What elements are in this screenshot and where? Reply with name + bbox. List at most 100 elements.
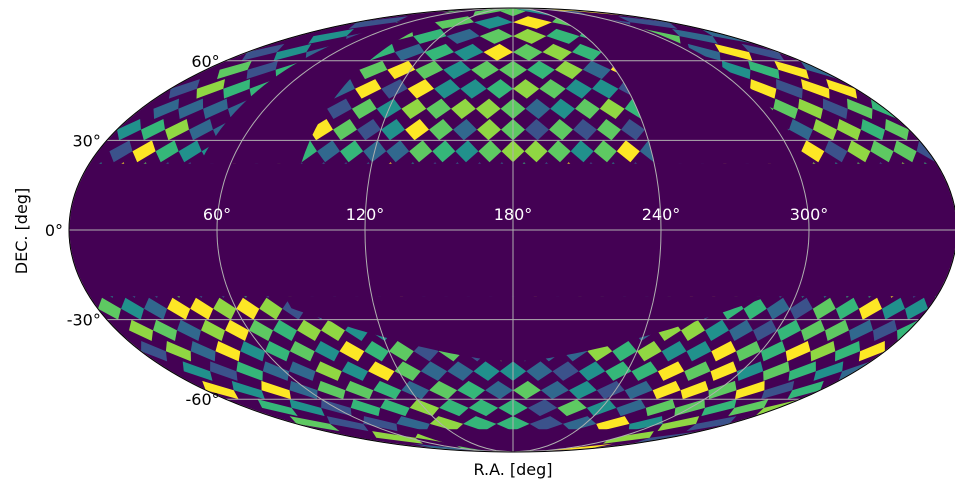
healpix-tile bbox=[328, 79, 355, 99]
healpix-tile bbox=[602, 431, 654, 444]
healpix-tile bbox=[813, 119, 837, 141]
healpix-tile bbox=[144, 297, 168, 320]
healpix-tile bbox=[158, 207, 181, 230]
healpix-tile bbox=[750, 275, 773, 298]
healpix-tile bbox=[136, 207, 159, 230]
healpix-tile bbox=[247, 207, 270, 230]
healpix-tile bbox=[119, 252, 142, 276]
ra-tick-120: 120° bbox=[346, 205, 385, 224]
healpix-tile bbox=[91, 207, 114, 230]
healpix-tile bbox=[669, 119, 693, 141]
healpix-tile bbox=[878, 230, 901, 253]
healpix-tile bbox=[801, 79, 830, 99]
healpix-tile bbox=[559, 297, 583, 320]
healpix-tile bbox=[102, 230, 125, 253]
healpix-tile bbox=[645, 119, 669, 141]
healpix-tile bbox=[289, 341, 315, 362]
healpix-tile bbox=[386, 140, 410, 163]
healpix-tile bbox=[634, 230, 658, 253]
healpix-tile bbox=[451, 98, 476, 119]
healpix-tile bbox=[637, 275, 660, 298]
healpix-tile bbox=[546, 28, 580, 44]
healpix-tile bbox=[728, 399, 769, 417]
healpix-tile bbox=[457, 380, 486, 400]
healpix-tile bbox=[524, 275, 547, 298]
healpix-tile bbox=[394, 361, 421, 381]
healpix-tile bbox=[570, 140, 594, 163]
healpix-tile bbox=[643, 28, 681, 44]
healpix-tile bbox=[423, 184, 446, 208]
healpix-tile bbox=[562, 416, 597, 432]
healpix-tile bbox=[756, 207, 779, 230]
healpix-tile bbox=[834, 230, 857, 253]
healpix-tile bbox=[623, 207, 646, 230]
healpix-tile bbox=[357, 119, 381, 141]
healpix-tile bbox=[680, 380, 709, 400]
healpix-tile bbox=[190, 297, 214, 320]
healpix-tile bbox=[593, 140, 617, 163]
healpix-tile bbox=[453, 443, 513, 452]
healpix-tile bbox=[845, 207, 868, 230]
healpix-tile bbox=[475, 98, 501, 119]
healpix-tile bbox=[714, 43, 753, 61]
healpix-tile bbox=[856, 230, 879, 253]
healpix-tile bbox=[697, 297, 721, 320]
healpix-tile bbox=[297, 319, 321, 341]
healpix-tile bbox=[513, 79, 540, 99]
healpix-tile bbox=[326, 416, 369, 432]
healpix-tile bbox=[835, 297, 859, 320]
healpix-tile bbox=[381, 119, 405, 141]
healpix-tile bbox=[753, 319, 777, 341]
healpix-tile bbox=[429, 119, 453, 141]
healpix-tile bbox=[612, 28, 647, 44]
healpix-tile bbox=[313, 207, 336, 230]
healpix-tile bbox=[299, 252, 322, 276]
healpix-tile bbox=[273, 43, 312, 61]
healpix-tile bbox=[372, 431, 424, 444]
healpix-tile bbox=[798, 98, 823, 119]
healpix-tile bbox=[571, 431, 611, 444]
healpix-tile bbox=[141, 252, 165, 276]
healpix-tile bbox=[478, 140, 502, 163]
healpix-tile bbox=[686, 416, 737, 432]
healpix-tile bbox=[849, 319, 873, 341]
healpix-tile bbox=[130, 184, 153, 208]
healpix-tile bbox=[546, 230, 569, 253]
healpix-tile bbox=[473, 361, 500, 381]
healpix-tile bbox=[265, 184, 288, 208]
healpix-tile bbox=[717, 119, 741, 141]
healpix-tile bbox=[697, 79, 724, 99]
healpix-tile bbox=[537, 341, 563, 362]
healpix-tile bbox=[906, 252, 930, 276]
healpix-tile bbox=[74, 252, 97, 276]
healpix-tile bbox=[657, 416, 700, 432]
healpix-tile bbox=[918, 184, 941, 208]
healpix-tile bbox=[471, 60, 499, 80]
healpix-tile bbox=[743, 297, 767, 320]
healpix-tile bbox=[151, 162, 175, 185]
healpix-tile bbox=[380, 207, 403, 230]
healpix-tile bbox=[738, 162, 762, 185]
healpix-tile bbox=[580, 184, 603, 208]
healpix-tile bbox=[413, 230, 436, 253]
healpix-tile bbox=[445, 184, 468, 208]
healpix-tile bbox=[614, 252, 637, 276]
healpix-tile bbox=[562, 341, 588, 362]
healpix-tile bbox=[631, 361, 658, 381]
healpix-tile bbox=[573, 119, 597, 141]
healpix-tile bbox=[310, 184, 333, 208]
healpix-tile bbox=[429, 380, 458, 400]
healpix-tile bbox=[605, 297, 629, 320]
healpix-tile bbox=[348, 16, 409, 29]
healpix-tile bbox=[690, 207, 713, 230]
healpix-tile bbox=[174, 162, 197, 185]
healpix-tile bbox=[463, 341, 489, 362]
healpix-tile bbox=[788, 361, 816, 381]
healpix-tile bbox=[789, 297, 813, 320]
healpix-tile bbox=[345, 319, 369, 341]
healpix-tile bbox=[434, 16, 474, 29]
healpix-tile bbox=[377, 162, 400, 185]
healpix-tile bbox=[649, 98, 675, 119]
healpix-tile bbox=[108, 184, 131, 208]
